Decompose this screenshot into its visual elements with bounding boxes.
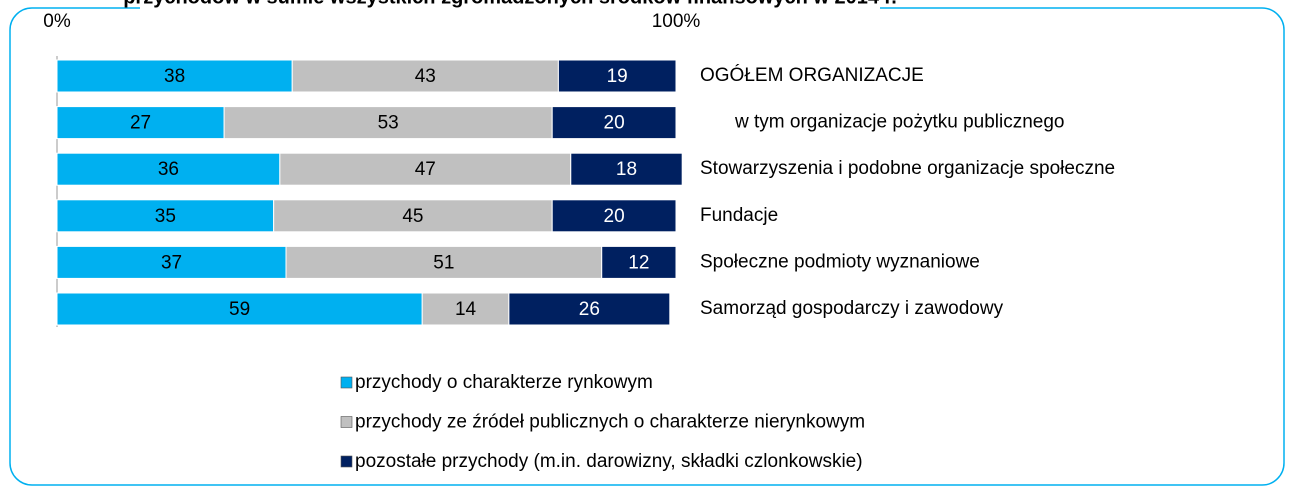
bar-segment — [508, 292, 671, 326]
bar-segment — [56, 292, 423, 326]
bar-segment — [223, 106, 553, 140]
bar-segment — [601, 245, 677, 279]
value-label: 36 — [158, 159, 179, 180]
category-label: Fundacje — [700, 205, 778, 226]
value-label: 27 — [130, 113, 151, 134]
value-label: 47 — [415, 159, 436, 180]
category-label: Stowarzyszenia i podobne organizacje spo… — [700, 158, 1115, 179]
legend-swatch — [340, 416, 353, 428]
bar-segment — [56, 199, 275, 233]
value-label: 18 — [616, 159, 637, 180]
value-label: 45 — [402, 206, 423, 227]
bar-segment — [56, 59, 293, 93]
value-label: 20 — [604, 113, 625, 134]
legend-swatch — [340, 376, 353, 389]
value-label: 19 — [607, 66, 628, 87]
value-label: 37 — [161, 252, 182, 273]
bar-segment — [285, 245, 603, 279]
bar-segment — [421, 292, 510, 326]
bar-segment — [56, 106, 225, 140]
legend-label: pozostałe przychody (m.in. darowizny, sk… — [355, 451, 863, 472]
value-label: 38 — [164, 66, 185, 87]
value-label: 51 — [433, 252, 454, 273]
x-tick-label: 100% — [652, 11, 701, 32]
value-label: 26 — [579, 299, 600, 320]
value-label: 20 — [604, 206, 625, 227]
bar-segment — [570, 152, 683, 186]
legend-label: przychody o charakterze rynkowym — [355, 372, 653, 393]
value-label: 35 — [155, 206, 176, 227]
category-label: Samorząd gospodarczy i zawodowy — [700, 298, 1004, 319]
bar-segment — [551, 199, 677, 233]
category-label: w tym organizacje pożytku publicznego — [734, 112, 1065, 133]
value-label: 43 — [415, 66, 436, 87]
value-label: 59 — [229, 299, 250, 320]
title-backdrop — [140, 0, 880, 10]
bar-segment — [557, 59, 677, 93]
legend-label: przychody ze źródeł publicznych o charak… — [355, 412, 865, 433]
bar-segment — [56, 245, 287, 279]
value-label: 12 — [628, 252, 649, 273]
category-label: OGÓŁEM ORGANIZACJE — [700, 64, 924, 86]
legend-swatch — [340, 455, 353, 468]
category-label: Społeczne podmioty wyznaniowe — [700, 251, 980, 272]
value-label: 53 — [378, 113, 399, 134]
bar-segment — [56, 152, 281, 186]
chart-title: przychodów w sumie wszystkich zgromadzon… — [123, 0, 897, 8]
bar-segment — [291, 59, 559, 93]
bar-segment — [551, 106, 677, 140]
value-label: 14 — [455, 299, 477, 320]
x-tick-label: 0% — [43, 11, 71, 32]
